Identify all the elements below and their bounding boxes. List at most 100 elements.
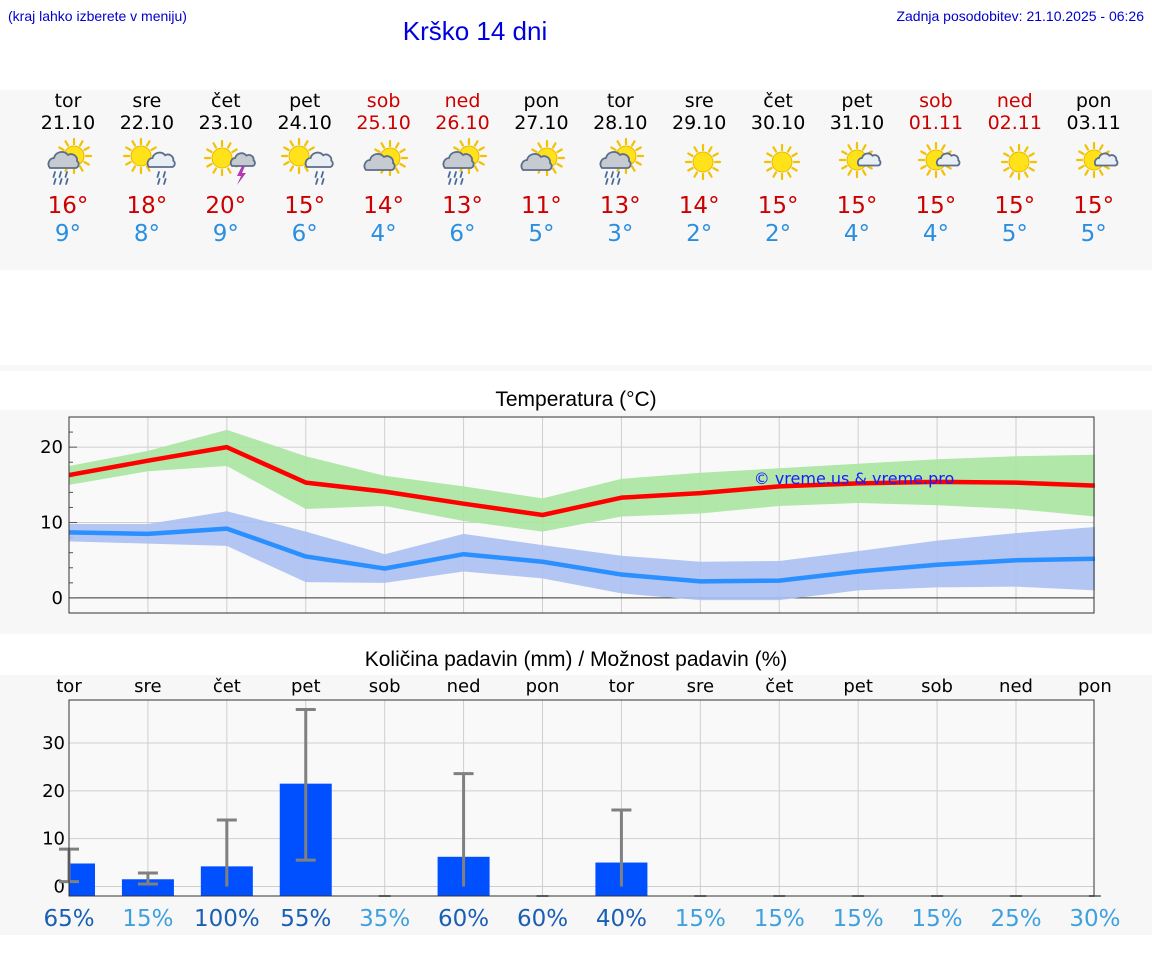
day-label: pon xyxy=(526,676,560,697)
day-date: 24.10 xyxy=(277,112,332,134)
forecast-day: čet 30.10 15° 2° xyxy=(739,90,817,248)
forecast-day: sob 25.10 14° 4° xyxy=(345,90,423,248)
max-temperature: 15° xyxy=(757,193,799,219)
precipitation-chart: tor sre čet pet sob ned pon tor sre čet pet sob ned p… xyxy=(42,676,1120,932)
min-temperature: 6° xyxy=(449,221,476,247)
day-label: sre xyxy=(687,676,714,697)
max-temperature: 15° xyxy=(836,193,878,219)
forecast-day: ned 02.11 15° 5° xyxy=(976,90,1054,248)
min-temperature: 2° xyxy=(765,221,792,247)
forecast-day: pon 27.10 11° 5° xyxy=(502,90,580,248)
sun-small-cloud-icon xyxy=(1075,141,1119,179)
min-temperature: 5° xyxy=(528,221,555,247)
day-date: 23.10 xyxy=(198,112,253,134)
max-temperature-line xyxy=(68,444,1096,518)
min-temperature: 9° xyxy=(54,221,82,247)
sun-cloud-rain-icon xyxy=(442,138,487,185)
rain-icon xyxy=(52,171,69,185)
cloud-icon xyxy=(520,153,553,171)
forecast-day: tor 28.10 13° 3° xyxy=(581,90,659,248)
plot-area xyxy=(69,700,1094,896)
precipitation-probability: 30% xyxy=(1069,906,1120,932)
cloud-icon xyxy=(935,152,961,167)
day-label: ned xyxy=(447,676,481,697)
temperature-chart: 0 10 20 © vreme.us & vreme.pro xyxy=(40,416,1096,614)
max-temperature: 15° xyxy=(915,193,957,219)
rain-icon xyxy=(156,171,167,185)
day-label: čet xyxy=(213,676,241,697)
max-temperature: 15° xyxy=(1073,193,1115,219)
day-date: 02.11 xyxy=(987,112,1042,134)
sun-cloud-light-rain-icon xyxy=(122,138,176,185)
y-tick-label: 20 xyxy=(40,437,63,458)
day-name: tor xyxy=(606,90,634,112)
forecast-day: pet 24.10 15° 6° xyxy=(266,90,344,248)
rain-icon xyxy=(314,171,325,185)
precipitation-probability: 15% xyxy=(912,906,963,932)
max-temperature: 16° xyxy=(47,193,89,219)
forecast-day: pet 31.10 15° 4° xyxy=(818,90,896,248)
forecast-day: ned 26.10 13° 6° xyxy=(424,90,502,248)
sun-thunder-icon xyxy=(203,139,256,185)
day-label: tor xyxy=(56,676,82,697)
day-date: 28.10 xyxy=(593,112,648,134)
day-name: pon xyxy=(523,90,560,112)
plot-frame xyxy=(68,699,1095,897)
precipitation-probability: 15% xyxy=(122,906,173,932)
sun-icon xyxy=(763,143,801,181)
day-name: sre xyxy=(132,90,162,112)
precipitation-probability: 15% xyxy=(833,906,884,932)
min-temperature: 4° xyxy=(370,221,397,247)
precipitation-probability: 60% xyxy=(438,906,489,932)
precipitation-probability: 55% xyxy=(280,906,331,932)
forecast-day: tor 21.10 16° 9° xyxy=(29,90,107,248)
precipitation-probability: 25% xyxy=(990,906,1041,932)
location-hint: (kraj lahko izberete v meniju) xyxy=(8,8,187,24)
precipitation-bar xyxy=(121,879,174,896)
day-date: 01.11 xyxy=(908,112,964,134)
min-temperature: 4° xyxy=(843,221,871,247)
max-temperature: 15° xyxy=(284,193,326,219)
day-label: pet xyxy=(843,676,873,697)
lightning-icon xyxy=(236,166,246,185)
sun-cloud-light-rain-icon xyxy=(280,138,334,185)
day-label: sob xyxy=(369,676,401,697)
last-updated: Zadnja posodobitev: 21.10.2025 - 06:26 xyxy=(896,8,1144,24)
sun-icon xyxy=(685,143,722,181)
day-label: sre xyxy=(134,676,161,697)
min-temperature: 3° xyxy=(607,221,634,247)
rain-icon xyxy=(604,171,621,185)
day-date: 27.10 xyxy=(514,112,569,134)
rain-icon xyxy=(447,171,464,185)
y-tick-label: 10 xyxy=(42,829,65,850)
day-name: čet xyxy=(211,90,241,112)
cloud-icon xyxy=(599,151,632,169)
day-name: ned xyxy=(444,90,481,112)
cloud-icon xyxy=(47,151,80,169)
forecast-day: čet 23.10 20° 9° xyxy=(187,90,265,248)
day-name: sre xyxy=(684,90,714,112)
precipitation-probability: 100% xyxy=(194,906,260,932)
day-name: pon xyxy=(1075,90,1112,112)
sun-cloud-icon xyxy=(363,139,408,177)
day-name: tor xyxy=(54,90,82,112)
precipitation-probability: 65% xyxy=(43,906,94,932)
day-name: ned xyxy=(996,90,1033,112)
sun-icon xyxy=(280,138,317,175)
min-temperature: 9° xyxy=(212,221,239,247)
y-tick-label: 0 xyxy=(52,588,63,609)
plot-frame xyxy=(68,416,1095,614)
precipitation-bar xyxy=(69,863,95,896)
cloud-icon xyxy=(229,152,256,167)
precipitation-probability: 15% xyxy=(675,906,726,932)
min-temperature: 5° xyxy=(1001,221,1028,247)
cloud-icon xyxy=(856,152,882,167)
min-temperature-line xyxy=(68,526,1095,584)
cloud-icon xyxy=(442,151,475,169)
day-label: čet xyxy=(765,676,793,697)
max-temperature: 11° xyxy=(521,193,562,219)
sun-icon xyxy=(1000,143,1037,181)
day-date: 26.10 xyxy=(435,112,490,134)
day-label: pon xyxy=(1078,676,1112,697)
day-date: 21.10 xyxy=(40,112,96,134)
